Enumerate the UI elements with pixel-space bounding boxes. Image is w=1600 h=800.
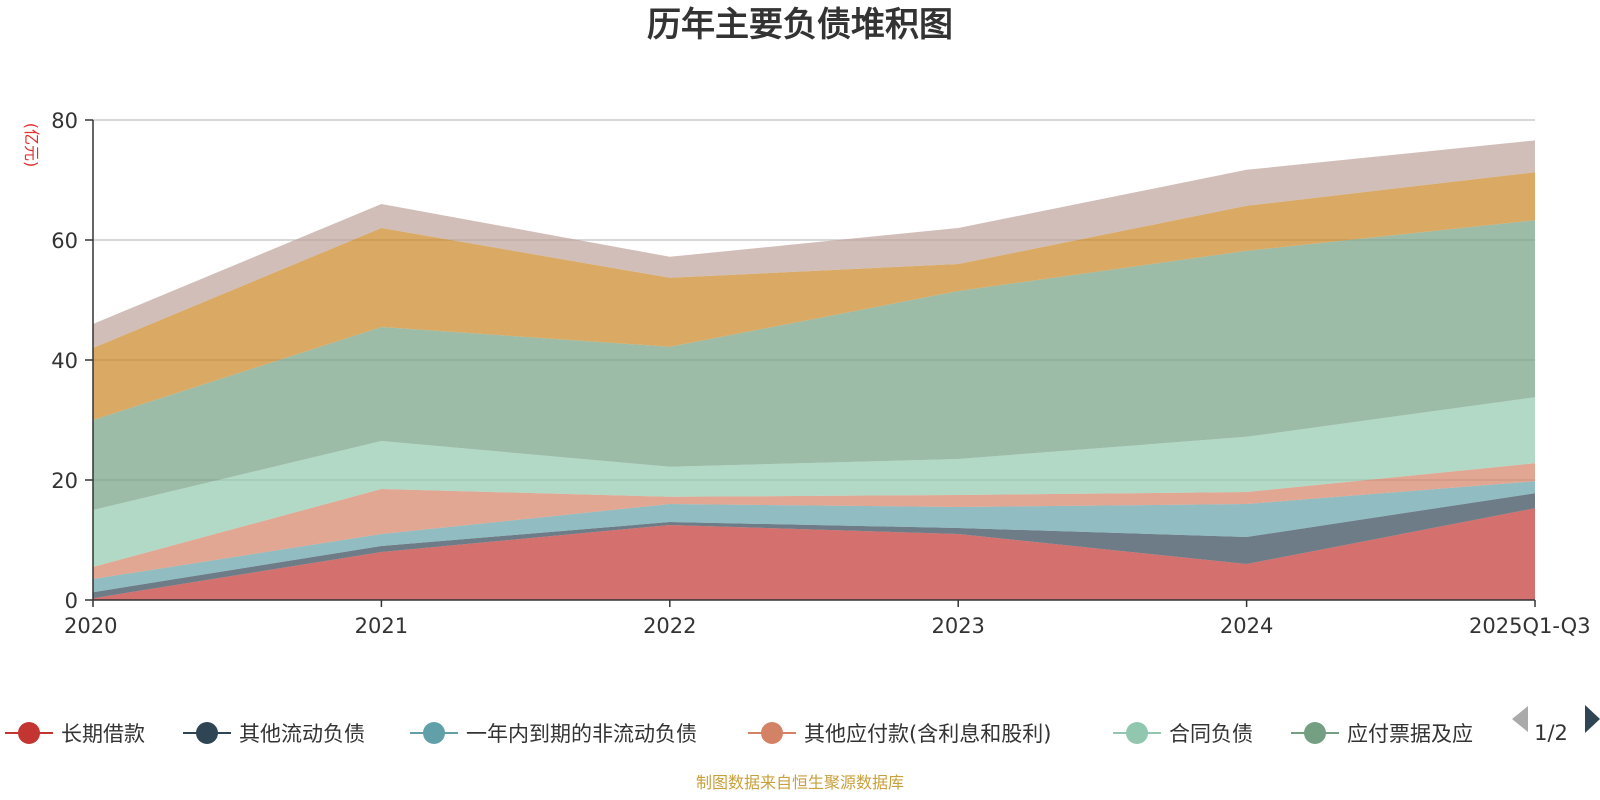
legend[interactable]: 长期借款 其他流动负债 一年内到期的非流动负债 其他应付款(含利息和股利) 合同负债 应付… [5, 722, 1473, 746]
area-series[interactable] [93, 397, 1535, 567]
legend-item[interactable]: 合同负债 [1113, 722, 1253, 746]
legend-label: 合同负债 [1169, 722, 1253, 746]
x-tick-label: 2023 [931, 614, 984, 638]
axes: 0 20 40 60 80 2020 2021 2022 2023 2024 2025Q1-Q3 [51, 109, 1590, 638]
area-series[interactable] [93, 140, 1535, 348]
legend-item[interactable]: 应付票据及应 [1291, 722, 1473, 746]
area-series[interactable] [93, 508, 1535, 600]
legend-label: 长期借款 [61, 722, 145, 746]
area-series[interactable] [93, 481, 1535, 593]
x-tick-label: 2022 [643, 614, 696, 638]
legend-label: 一年内到期的非流动负债 [466, 722, 697, 746]
x-tick-label: 2024 [1220, 614, 1273, 638]
y-tick-label: 40 [51, 349, 78, 373]
legend-page-indicator: 1/2 [1534, 721, 1568, 745]
legend-item[interactable]: 其他流动负债 [183, 722, 365, 746]
legend-pager: 1/2 [1512, 705, 1600, 745]
chart-title: 历年主要负债堆积图 [647, 5, 953, 45]
legend-item[interactable]: 其他应付款(含利息和股利) [748, 722, 1051, 746]
area-series[interactable] [93, 463, 1535, 579]
legend-marker-icon [423, 722, 445, 744]
y-tick-label: 60 [51, 229, 78, 253]
legend-label: 其他流动负债 [239, 722, 365, 746]
x-tick-label: 2020 [64, 614, 117, 638]
legend-marker-icon [196, 722, 218, 744]
legend-marker-icon [761, 722, 783, 744]
legend-marker-icon [18, 722, 40, 744]
legend-next-page-icon[interactable] [1585, 705, 1600, 733]
area-series[interactable] [93, 172, 1535, 420]
x-tick-label: 2025Q1-Q3 [1469, 614, 1591, 638]
area-series-group [93, 140, 1535, 600]
legend-prev-page-icon[interactable] [1512, 706, 1528, 732]
x-tick-label: 2021 [355, 614, 408, 638]
area-series[interactable] [93, 220, 1535, 510]
data-source-note: 制图数据来自恒生聚源数据库 [696, 773, 904, 792]
y-axis-unit-label: (亿元) [22, 123, 41, 168]
area-series[interactable] [93, 493, 1535, 599]
y-tick-label: 20 [51, 469, 78, 493]
legend-marker-icon [1126, 722, 1148, 744]
legend-item[interactable]: 一年内到期的非流动负债 [410, 722, 697, 746]
legend-item[interactable]: 长期借款 [5, 722, 145, 746]
legend-marker-icon [1304, 722, 1326, 744]
y-tick-label: 0 [65, 589, 78, 613]
legend-label: 应付票据及应 [1347, 722, 1473, 746]
legend-label: 其他应付款(含利息和股利) [804, 722, 1051, 746]
y-tick-label: 80 [51, 109, 78, 133]
